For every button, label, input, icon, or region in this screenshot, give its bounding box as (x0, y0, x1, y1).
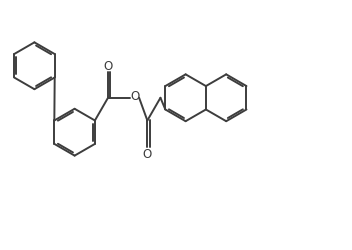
Text: O: O (131, 90, 140, 103)
Text: O: O (103, 60, 113, 72)
Text: O: O (143, 148, 152, 160)
